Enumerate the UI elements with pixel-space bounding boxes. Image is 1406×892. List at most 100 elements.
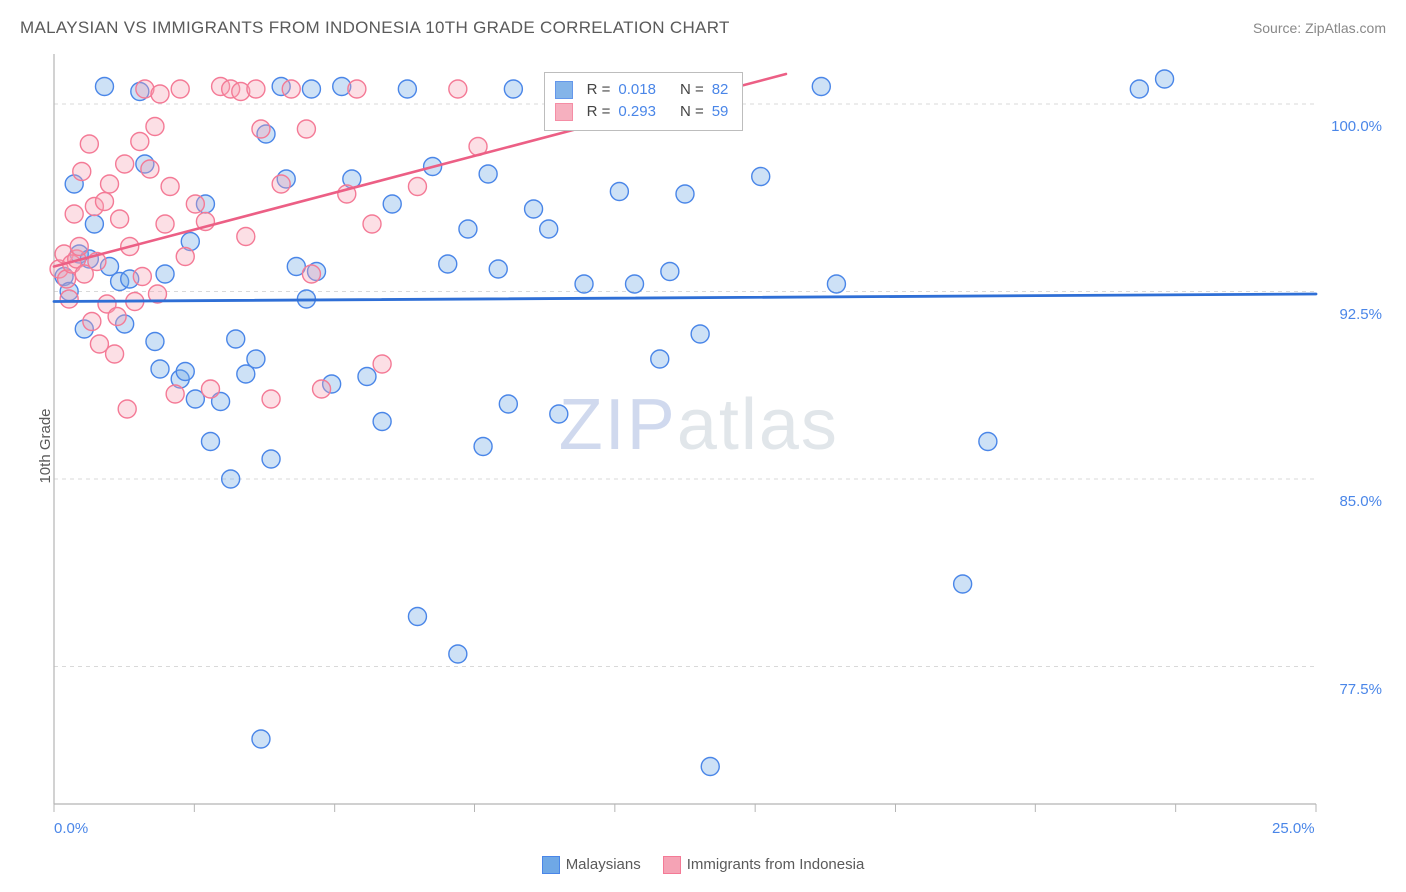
scatter-chart [48, 48, 1388, 822]
scatter-point [661, 263, 679, 281]
scatter-point [141, 160, 159, 178]
scatter-point [247, 350, 265, 368]
scatter-point [237, 228, 255, 246]
scatter-point [252, 120, 270, 138]
scatter-point [227, 330, 245, 348]
scatter-point [676, 185, 694, 203]
scatter-point [499, 395, 517, 413]
y-tick-label: 77.5% [1339, 681, 1382, 698]
scatter-point [262, 390, 280, 408]
y-tick-label: 100.0% [1331, 118, 1382, 135]
scatter-point [701, 758, 719, 776]
r-value: 0.293 [618, 101, 656, 124]
legend-item-malaysians: Malaysians [542, 856, 641, 874]
scatter-point [156, 265, 174, 283]
scatter-point [166, 385, 184, 403]
scatter-point [651, 350, 669, 368]
scatter-point [504, 80, 522, 98]
stats-row: R = 0.293 N = 59 [555, 101, 729, 124]
scatter-point [176, 248, 194, 266]
scatter-point [979, 433, 997, 451]
scatter-point [408, 608, 426, 626]
scatter-point [262, 450, 280, 468]
n-value: 59 [712, 101, 729, 124]
scatter-point [131, 133, 149, 151]
scatter-point [540, 220, 558, 238]
scatter-point [85, 215, 103, 233]
scatter-point [459, 220, 477, 238]
scatter-point [156, 215, 174, 233]
scatter-point [83, 313, 101, 331]
scatter-point [827, 275, 845, 293]
scatter-point [151, 85, 169, 103]
scatter-point [302, 80, 320, 98]
scatter-point [133, 268, 151, 286]
scatter-point [575, 275, 593, 293]
scatter-point [398, 80, 416, 98]
scatter-point [247, 80, 265, 98]
scatter-point [146, 333, 164, 351]
n-value: 82 [712, 79, 729, 102]
scatter-point [108, 308, 126, 326]
r-label: R = [587, 79, 611, 102]
scatter-point [348, 80, 366, 98]
x-tick-label: 0.0% [54, 820, 88, 837]
scatter-point [449, 80, 467, 98]
scatter-point [626, 275, 644, 293]
r-value: 0.018 [618, 79, 656, 102]
scatter-point [752, 168, 770, 186]
scatter-point [272, 175, 290, 193]
scatter-point [373, 413, 391, 431]
source-attribution: Source: ZipAtlas.com [1253, 20, 1386, 36]
scatter-point [118, 400, 136, 418]
scatter-point [116, 155, 134, 173]
scatter-point [550, 405, 568, 423]
scatter-point [151, 360, 169, 378]
scatter-point [95, 78, 113, 96]
scatter-point [201, 380, 219, 398]
stats-row: R = 0.018 N = 82 [555, 79, 729, 102]
scatter-point [525, 200, 543, 218]
scatter-point [252, 730, 270, 748]
scatter-point [282, 80, 300, 98]
scatter-point [186, 195, 204, 213]
scatter-point [1130, 80, 1148, 98]
scatter-point [60, 290, 78, 308]
bottom-legend: Malaysians Immigrants from Indonesia [0, 856, 1406, 874]
scatter-point [383, 195, 401, 213]
swatch-indonesia [663, 856, 681, 874]
scatter-point [297, 120, 315, 138]
trend-line [54, 294, 1316, 302]
n-label: N = [680, 101, 704, 124]
scatter-point [439, 255, 457, 273]
scatter-point [489, 260, 507, 278]
stats-legend: R = 0.018 N = 82 R = 0.293 N = 59 [544, 72, 744, 131]
scatter-point [358, 368, 376, 386]
legend-item-indonesia: Immigrants from Indonesia [663, 856, 865, 874]
header-bar: MALAYSIAN VS IMMIGRANTS FROM INDONESIA 1… [20, 18, 1386, 38]
scatter-point [313, 380, 331, 398]
y-tick-label: 85.0% [1339, 493, 1382, 510]
scatter-point [373, 355, 391, 373]
scatter-point [101, 175, 119, 193]
stats-swatch [555, 103, 573, 121]
scatter-point [146, 118, 164, 136]
scatter-point [474, 438, 492, 456]
scatter-point [73, 163, 91, 181]
scatter-point [449, 645, 467, 663]
scatter-point [610, 183, 628, 201]
chart-title: MALAYSIAN VS IMMIGRANTS FROM INDONESIA 1… [20, 18, 730, 38]
scatter-point [302, 265, 320, 283]
n-label: N = [680, 79, 704, 102]
legend-label-indonesia: Immigrants from Indonesia [687, 856, 865, 873]
scatter-point [479, 165, 497, 183]
swatch-malaysians [542, 856, 560, 874]
scatter-point [111, 210, 129, 228]
scatter-point [222, 470, 240, 488]
x-tick-label: 25.0% [1272, 820, 1315, 837]
scatter-point [80, 135, 98, 153]
scatter-point [161, 178, 179, 196]
plot-area: ZIPatlas R =0.018N =82R =0.293N =59 77.5… [48, 48, 1388, 822]
scatter-point [201, 433, 219, 451]
r-label: R = [587, 101, 611, 124]
